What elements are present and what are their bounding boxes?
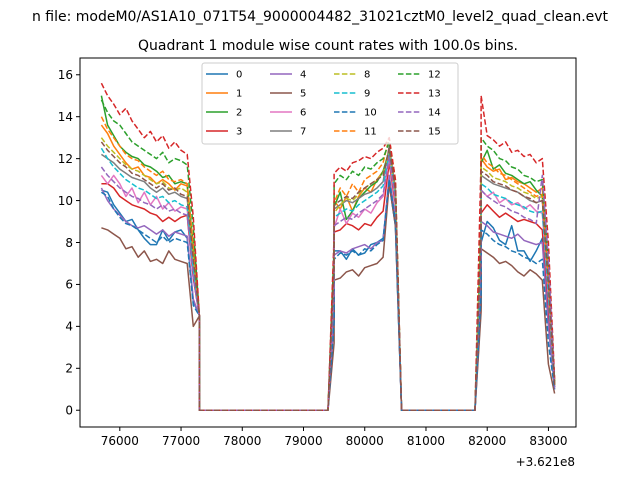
series-line-5 [101,183,556,411]
x-tick-label: 80000 [346,434,384,448]
chart-title: Quadrant 1 module wise count rates with … [138,38,518,54]
y-tick-label: 2 [65,362,73,376]
y-tick-label: 0 [65,404,73,418]
x-tick-label: 76000 [101,434,139,448]
series-line-14 [100,155,556,411]
x-tick-label: 82000 [468,434,506,448]
legend-label-11: 11 [364,127,377,138]
legend-label-5: 5 [300,89,306,100]
legend-label-6: 6 [300,108,306,119]
axes: 76000 77000 78000 79000 80000 81000 82000 83000… [58,68,568,448]
y-tick-label: 12 [58,152,73,166]
legend-label-8: 8 [364,70,370,81]
legend-box [201,62,459,145]
series-line-13 [100,82,556,411]
figure-suptitle: n file: modeM0/AS1A10_071T54_9000004482_… [32,9,609,25]
legend-label-1: 1 [236,89,242,100]
legend-label-13: 13 [428,89,441,100]
series-line-10 [100,178,556,411]
legend-label-15: 15 [428,127,441,138]
x-tick-label: 77000 [162,434,200,448]
legend-label-4: 4 [300,70,306,81]
legend-label-7: 7 [300,127,306,138]
plot-lines [100,82,556,411]
legend-label-0: 0 [236,70,242,81]
x-tick-label: 81000 [407,434,445,448]
y-tick-label: 10 [58,194,73,208]
y-tick-label: 14 [58,110,73,124]
legend-label-12: 12 [428,70,441,81]
x-tick-label: 83000 [529,434,567,448]
x-tick-label: 79000 [284,434,322,448]
legend-label-2: 2 [236,108,242,119]
y-tick-label: 6 [65,278,73,292]
series-line-15 [100,141,556,411]
y-tick-label: 8 [65,236,73,250]
series-line-9 [100,147,556,411]
y-tick-label: 4 [65,320,73,334]
x-offset-label: +3.621e8 [516,455,575,469]
legend-label-14: 14 [428,108,441,119]
legend-label-10: 10 [364,108,377,119]
y-tick-label: 16 [58,68,73,82]
legend-label-9: 9 [364,89,370,100]
legend-label-3: 3 [236,127,242,138]
x-tick-label: 78000 [223,434,261,448]
plot-frame [79,57,577,428]
